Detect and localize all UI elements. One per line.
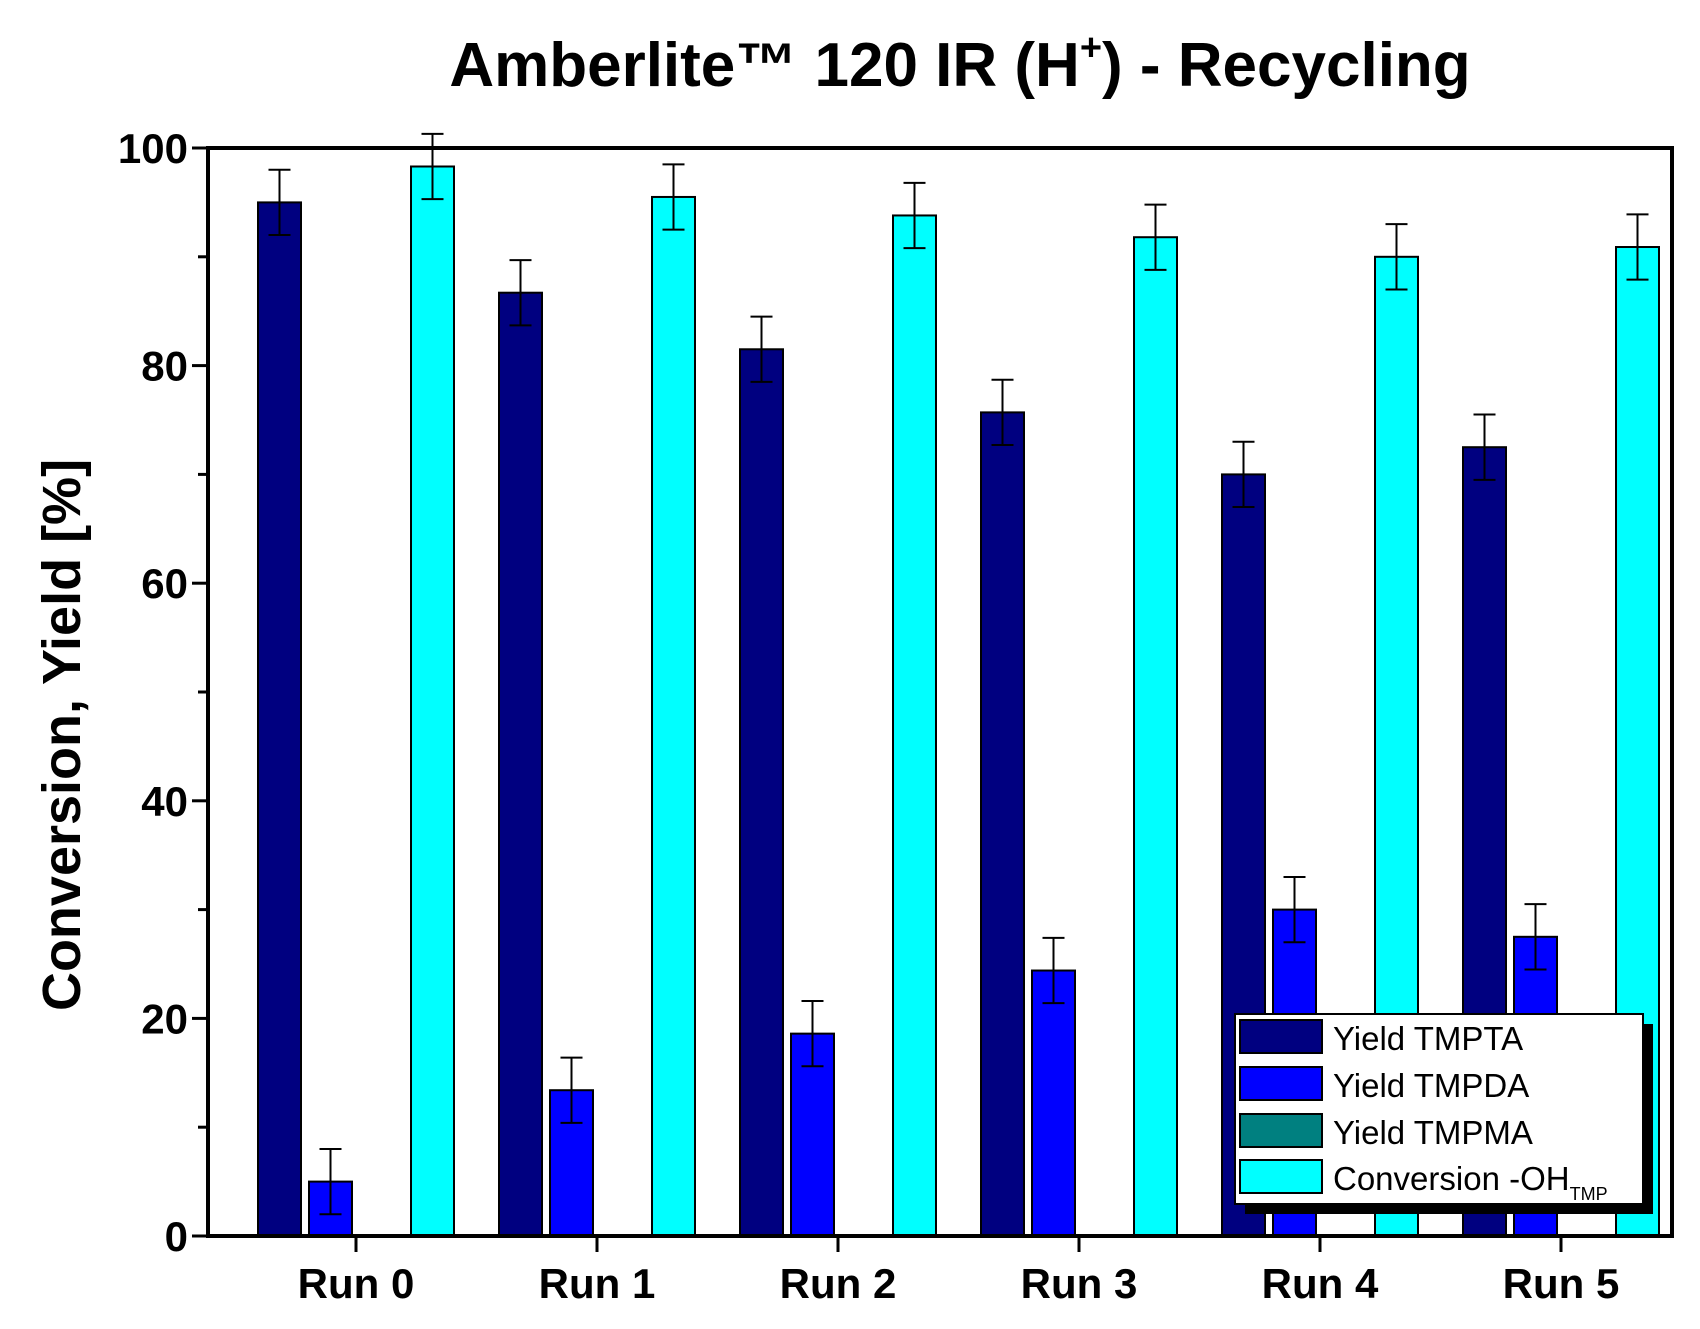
- legend-swatch-tmpda: [1239, 1066, 1323, 1101]
- y-tick-label-80: 80: [141, 343, 188, 390]
- error-bar-1-2: [509, 259, 532, 327]
- x-tick-label-2: Run 1: [539, 1260, 656, 1307]
- legend-label-tmpda: Yield TMPDA: [1333, 1067, 1529, 1104]
- legend-swatch-tmpta: [1239, 1019, 1323, 1054]
- legend: Yield TMPTA Yield TMPDA Yield TMPMA Conv…: [1234, 1013, 1653, 1214]
- bar-1-2: [498, 291, 543, 1238]
- error-bar-4-6: [1626, 213, 1649, 281]
- y-tick-label-60: 60: [141, 560, 188, 607]
- chart-title-suffix: ) - Recycling: [1102, 31, 1471, 100]
- x-tick-label-6: Run 5: [1503, 1260, 1620, 1307]
- x-tick-label-1: Run 0: [298, 1260, 415, 1307]
- error-bar-4-2: [662, 163, 685, 231]
- y-tick-label-20: 20: [141, 995, 188, 1042]
- chart-title-superscript: +: [1080, 27, 1102, 69]
- legend-label-conversion-main: Conversion -OH: [1333, 1160, 1570, 1197]
- legend-swatch-tmpma: [1239, 1113, 1323, 1148]
- legend-swatch-conversion: [1239, 1159, 1323, 1194]
- error-bar-2-5: [1283, 875, 1306, 944]
- x-tick-label-4: Run 3: [1021, 1260, 1138, 1307]
- error-bar-2-1: [319, 1147, 342, 1216]
- error-bar-4-5: [1385, 223, 1408, 291]
- chart-title-main: Amberlite™ 120 IR (H: [449, 31, 1080, 100]
- x-axis: Run 0 Run 1 Run 2 Run 3 Run 4 Run 5: [298, 1236, 1620, 1307]
- legend-label-conversion: Conversion -OHTMP: [1333, 1160, 1608, 1204]
- x-tick-label-3: Run 2: [780, 1260, 897, 1307]
- error-bar-4-3: [903, 181, 926, 250]
- y-axis-label: Conversion, Yield [%]: [32, 459, 92, 1011]
- error-bars-layer: [268, 132, 1649, 1216]
- y-tick-label-100: 100: [118, 125, 188, 172]
- bar-1-3: [739, 348, 784, 1237]
- y-tick-label-40: 40: [141, 778, 188, 825]
- error-bar-2-2: [560, 1056, 583, 1124]
- bar-4-2: [651, 195, 696, 1238]
- error-bar-1-4: [991, 378, 1014, 447]
- chart-title: Amberlite™ 120 IR (H+) - Recycling: [449, 27, 1470, 100]
- error-bar-1-6: [1473, 413, 1496, 481]
- error-bar-4-4: [1144, 203, 1167, 271]
- bar-4-3: [892, 214, 937, 1237]
- bar-2-4: [1031, 969, 1076, 1237]
- error-bar-1-5: [1232, 440, 1255, 509]
- legend-label-tmpma: Yield TMPMA: [1333, 1114, 1533, 1151]
- error-bar-1-3: [750, 315, 773, 383]
- error-bar-2-3: [801, 999, 824, 1068]
- bar-1-4: [980, 411, 1025, 1238]
- error-bar-2-6: [1524, 903, 1547, 971]
- y-axis: 0 20 40 60 80 100: [118, 125, 208, 1260]
- bar-4-4: [1133, 236, 1178, 1237]
- y-tick-label-0: 0: [165, 1213, 188, 1260]
- error-bar-4-1: [421, 132, 444, 201]
- bar-1-1: [257, 201, 302, 1237]
- legend-label-conversion-subscript: TMP: [1570, 1184, 1608, 1204]
- x-tick-label-5: Run 4: [1262, 1260, 1379, 1307]
- bar-4-1: [410, 165, 455, 1238]
- error-bar-2-4: [1042, 936, 1065, 1005]
- error-bar-1-1: [268, 168, 291, 237]
- legend-label-tmpta: Yield TMPTA: [1333, 1020, 1523, 1057]
- bar-2-3: [790, 1032, 835, 1237]
